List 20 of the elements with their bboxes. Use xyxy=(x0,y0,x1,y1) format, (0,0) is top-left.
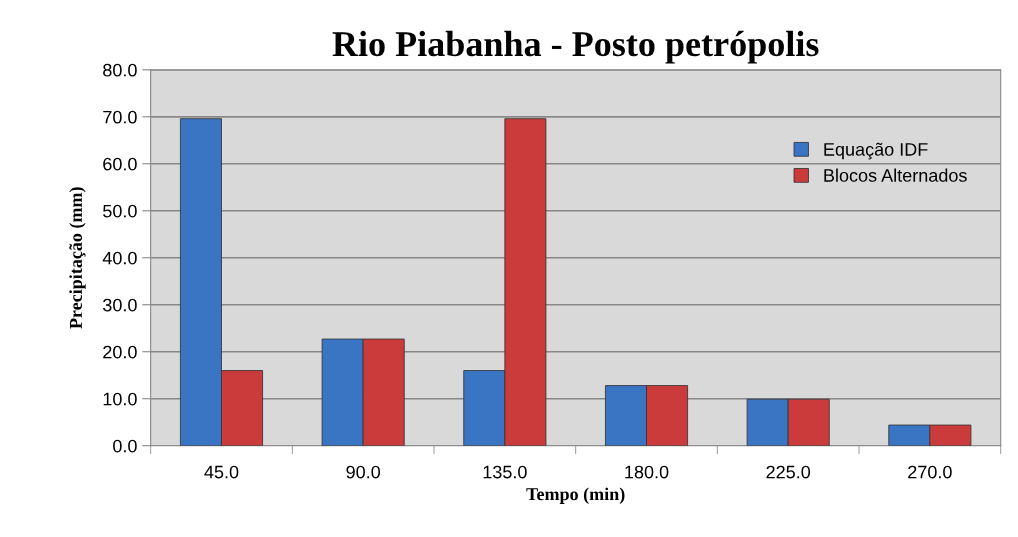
y-tick-label: 40.0 xyxy=(102,251,137,265)
y-tick-label: 20.0 xyxy=(103,345,137,359)
x-tick-label: 135.0 xyxy=(483,465,527,479)
x-tick-label: 225.0 xyxy=(766,465,811,479)
chart-title: Rio Piabanha - Posto petrópolis xyxy=(332,30,819,64)
x-tick-label: 180.0 xyxy=(625,465,669,479)
y-tick-label: 60.0 xyxy=(103,157,137,171)
x-tick-label: 45.0 xyxy=(204,465,239,479)
legend-label: Blocos Alternados xyxy=(824,168,967,182)
y-tick-label: 70.0 xyxy=(103,110,137,124)
x-tick-label: 90.0 xyxy=(346,465,381,479)
y-tick-label: 80.0 xyxy=(103,63,137,77)
y-tick-label: 30.0 xyxy=(103,298,137,312)
y-tick-label: 0.0 xyxy=(113,439,137,453)
legend-label: Equação IDF xyxy=(824,142,928,160)
y-axis-title: Precipitação (mm) xyxy=(69,187,86,329)
y-tick-label: 10.0 xyxy=(103,392,137,406)
x-axis-title: Tempo (min) xyxy=(526,487,625,504)
y-tick-label: 50.0 xyxy=(103,204,137,218)
x-tick-label: 270.0 xyxy=(908,465,952,479)
